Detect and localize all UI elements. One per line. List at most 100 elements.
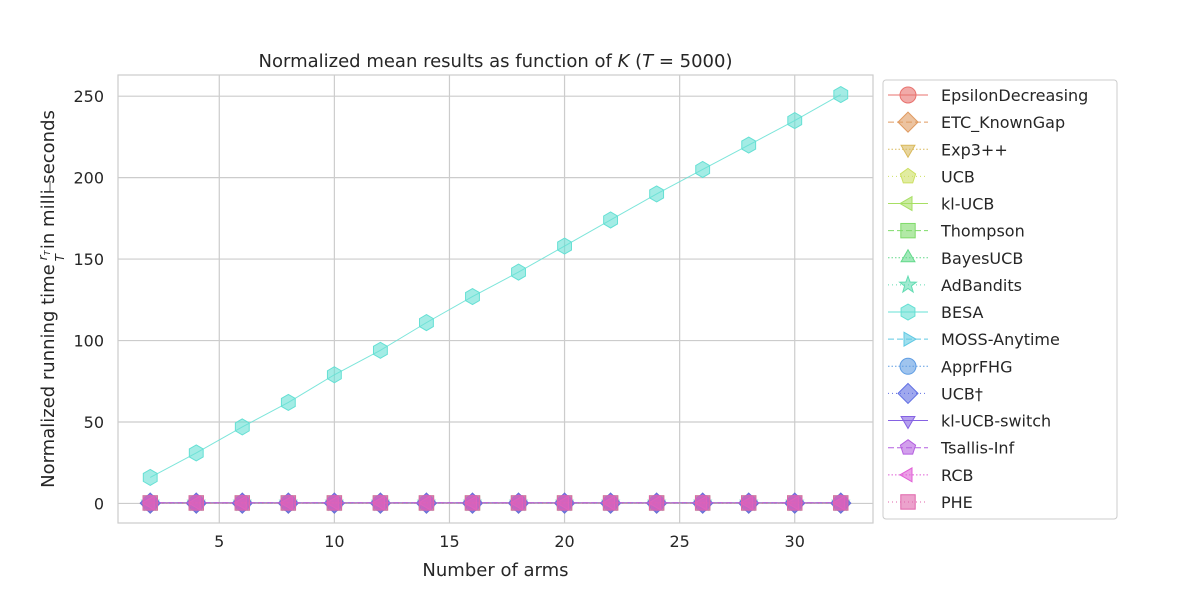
legend-marker (900, 303, 916, 321)
data-point (188, 444, 204, 462)
legend-label: PHE (941, 493, 973, 512)
legend-label: AdBandits (941, 276, 1022, 295)
x-tick-label: 5 (214, 532, 224, 551)
data-point (511, 263, 526, 281)
data-point (464, 495, 481, 511)
data-point (649, 185, 665, 203)
legend-item: RCB (888, 466, 973, 485)
series-15 (142, 495, 849, 511)
x-tick-label: 10 (324, 532, 344, 551)
data-point (372, 495, 389, 511)
data-point (787, 495, 803, 511)
legend-frame (882, 79, 1118, 520)
legend-label: EpsilonDecreasing (941, 86, 1088, 105)
data-point (603, 211, 619, 229)
legend-label: UCB (941, 167, 975, 186)
data-point (833, 495, 849, 511)
legend-marker (903, 331, 917, 347)
series-8 (142, 85, 849, 486)
data-point (280, 495, 297, 511)
data-point (510, 495, 527, 511)
y-tick-label: 150 (73, 250, 104, 269)
plot-frame (117, 74, 874, 524)
legend-item: Exp3++ (888, 140, 1008, 159)
legend-marker (897, 382, 919, 405)
y-axis-frac-num-sub: T (43, 249, 52, 255)
y-tick-label: 0 (94, 494, 104, 513)
data-point (142, 495, 158, 511)
legend-label: kl-UCB-switch (941, 412, 1051, 431)
y-tick-label: 100 (73, 332, 104, 351)
legend-marker (900, 222, 916, 239)
data-point (142, 468, 158, 486)
legend-marker (900, 144, 916, 159)
legend-label: kl-UCB (941, 195, 994, 214)
legend-marker (900, 248, 916, 263)
legend-marker (899, 357, 917, 375)
data-point (833, 85, 849, 104)
legend-label: BayesUCB (941, 249, 1023, 268)
legend-items: EpsilonDecreasing ETC_KnownGap Exp3++ UCB kl… (888, 86, 1088, 512)
legend-item: Tsallis-Inf (888, 439, 1015, 458)
legend-marker (899, 439, 917, 455)
legend-marker (898, 274, 918, 294)
legend-marker (899, 467, 913, 483)
grid (118, 75, 873, 523)
legend-item: ETC_KnownGap (888, 111, 1065, 133)
y-axis-frac-num: r (36, 254, 50, 260)
legend-label: BESA (941, 303, 984, 322)
legend-item: EpsilonDecreasing (888, 86, 1088, 105)
legend-label: UCB† (941, 384, 983, 403)
data-point (280, 393, 296, 412)
chart-title: Normalized mean results as function of K… (259, 51, 733, 72)
y-axis-label: Normalized running time rTTin milli secon… (36, 110, 67, 488)
data-point (234, 495, 250, 511)
legend-item: kl-UCB (888, 195, 994, 214)
legend-item: UCB† (888, 382, 983, 405)
y-ticks: 0 50 100 150 200 250 (73, 87, 104, 513)
data-point (418, 495, 435, 511)
x-tick-label: 30 (785, 532, 805, 551)
data-point (648, 495, 665, 511)
legend-item: Thompson (888, 222, 1025, 241)
legend-label: Exp3++ (941, 140, 1008, 159)
data-point (419, 314, 434, 332)
x-axis-label: Number of arms (422, 560, 568, 581)
data-point (695, 160, 711, 179)
data-point (602, 495, 619, 511)
legend-item: UCB (888, 167, 975, 186)
legend-marker (900, 494, 916, 510)
legend-marker (897, 111, 919, 133)
legend-item: ApprFHG (888, 357, 1012, 376)
legend-item: AdBandits (888, 274, 1022, 295)
y-axis-label-suffix: in milli seconds (38, 110, 59, 249)
data-point (234, 418, 250, 436)
svg-text:Normalized running timerTTin m: Normalized running time rTTin milli secon… (36, 110, 67, 488)
data-point (326, 495, 343, 511)
data-point (465, 287, 480, 306)
y-tick-label: 250 (73, 87, 104, 106)
series-line (149, 94, 842, 478)
legend: EpsilonDecreasing ETC_KnownGap Exp3++ UCB kl… (882, 79, 1118, 520)
x-tick-label: 15 (439, 532, 459, 551)
legend-item: MOSS-Anytime (888, 330, 1060, 349)
legend-marker (899, 86, 917, 104)
legend-label: RCB (941, 466, 973, 485)
data-point (694, 495, 711, 511)
legend-item: kl-UCB-switch (888, 412, 1051, 431)
legend-marker (899, 167, 917, 184)
series-layer (139, 85, 852, 514)
y-axis-frac-den: T (53, 252, 67, 261)
legend-label: ETC_KnownGap (941, 113, 1065, 133)
data-point (372, 341, 388, 359)
x-tick-label: 25 (669, 532, 689, 551)
y-axis-label-main: Normalized running time (38, 264, 59, 488)
legend-item: BayesUCB (888, 249, 1023, 268)
data-point (557, 237, 572, 255)
legend-marker (899, 195, 913, 212)
legend-item: PHE (888, 493, 973, 512)
x-tick-label: 20 (554, 532, 574, 551)
data-point (326, 366, 342, 384)
data-point (787, 112, 803, 130)
data-point (188, 495, 204, 511)
